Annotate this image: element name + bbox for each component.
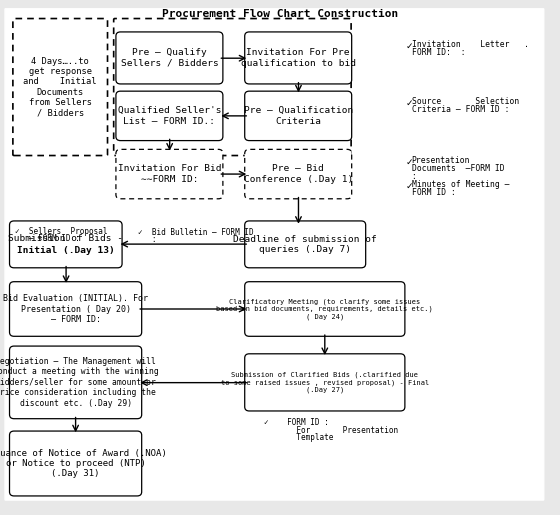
Text: Minutes of Meeting –: Minutes of Meeting – bbox=[412, 180, 509, 190]
Text: Clarificatory Meeting (to clarify some issues
based on bid documents, requiremen: Clarificatory Meeting (to clarify some i… bbox=[216, 298, 433, 320]
Text: Invitation For Pre
qualification to bid: Invitation For Pre qualification to bid bbox=[241, 48, 356, 67]
FancyBboxPatch shape bbox=[116, 32, 223, 84]
Text: ✓    FORM ID :: ✓ FORM ID : bbox=[264, 418, 329, 427]
FancyBboxPatch shape bbox=[245, 354, 405, 411]
Text: Qualified Seller's
List – FORM ID.:: Qualified Seller's List – FORM ID.: bbox=[118, 106, 221, 126]
Text: Invitation    Letter   .: Invitation Letter . bbox=[412, 40, 529, 49]
FancyBboxPatch shape bbox=[10, 282, 142, 336]
FancyBboxPatch shape bbox=[13, 19, 108, 156]
FancyBboxPatch shape bbox=[245, 32, 352, 84]
Text: FORM ID :: FORM ID : bbox=[412, 188, 455, 197]
Text: Submission of Clarified Bids (.clarified due
to some raised issues , revised pro: Submission of Clarified Bids (.clarified… bbox=[221, 372, 429, 393]
Text: ✓: ✓ bbox=[406, 158, 413, 167]
Text: Pre – Qualification
Criteria: Pre – Qualification Criteria bbox=[244, 106, 353, 126]
Text: Pre – Bid
Conference (.Day 1): Pre – Bid Conference (.Day 1) bbox=[244, 164, 353, 184]
Text: Template: Template bbox=[264, 433, 334, 442]
FancyBboxPatch shape bbox=[5, 9, 544, 500]
Text: Initial (.Day 13): Initial (.Day 13) bbox=[17, 246, 115, 254]
FancyBboxPatch shape bbox=[245, 149, 352, 199]
Text: Procurement Flow Chart Construction: Procurement Flow Chart Construction bbox=[162, 9, 398, 19]
FancyBboxPatch shape bbox=[245, 91, 352, 141]
Text: Pre – Qualify
Sellers / Bidders: Pre – Qualify Sellers / Bidders bbox=[120, 48, 218, 67]
Text: ✓  Sellers  Proposal: ✓ Sellers Proposal bbox=[15, 227, 107, 236]
FancyBboxPatch shape bbox=[245, 221, 366, 268]
Text: For       Presentation: For Presentation bbox=[264, 425, 399, 435]
Text: ✓  Bid Bulletin – FORM ID: ✓ Bid Bulletin – FORM ID bbox=[138, 228, 253, 237]
FancyBboxPatch shape bbox=[116, 149, 223, 199]
FancyBboxPatch shape bbox=[116, 91, 223, 141]
FancyBboxPatch shape bbox=[10, 221, 122, 268]
Text: ✓: ✓ bbox=[406, 182, 413, 191]
Text: ✓: ✓ bbox=[406, 98, 413, 108]
Text: Presentation: Presentation bbox=[412, 156, 470, 165]
Text: 4 Days…..to
get response
and    Initial
Documents
from Sellers
/ Bidders: 4 Days…..to get response and Initial Doc… bbox=[24, 57, 97, 117]
Text: Source       Selection: Source Selection bbox=[412, 97, 519, 106]
Text: Issuance of Notice of Award (.NOA)
or Notice to proceed (NTP)
(.Day 31): Issuance of Notice of Award (.NOA) or No… bbox=[0, 449, 167, 478]
Text: ✓: ✓ bbox=[406, 42, 413, 51]
Text: FORM ID:  :: FORM ID: : bbox=[412, 48, 465, 57]
FancyBboxPatch shape bbox=[10, 346, 142, 419]
Text: Submission of Bids -: Submission of Bids - bbox=[8, 234, 123, 243]
FancyBboxPatch shape bbox=[10, 431, 142, 496]
Text: Bid Evaluation (INITIAL). For
Presentation ( Day 20)
– FORM ID:: Bid Evaluation (INITIAL). For Presentati… bbox=[3, 294, 148, 324]
FancyBboxPatch shape bbox=[245, 282, 405, 336]
Text: :: : bbox=[412, 171, 417, 181]
Text: Deadline of submission of
queries (.Day 7): Deadline of submission of queries (.Day … bbox=[234, 235, 377, 254]
Text: Criteria – FORM ID :: Criteria – FORM ID : bbox=[412, 105, 509, 114]
Text: Negotiation – The Management will
conduct a meeting with the winning
bidders/sel: Negotiation – The Management will conduc… bbox=[0, 357, 158, 408]
Text: Documents  –FORM ID: Documents –FORM ID bbox=[412, 164, 504, 173]
Text: :: : bbox=[138, 235, 156, 245]
FancyBboxPatch shape bbox=[114, 19, 351, 156]
Text: – FORM ID :: – FORM ID : bbox=[15, 234, 80, 244]
Text: Invitation For Bid
∼∼FORM ID:: Invitation For Bid ∼∼FORM ID: bbox=[118, 164, 221, 184]
